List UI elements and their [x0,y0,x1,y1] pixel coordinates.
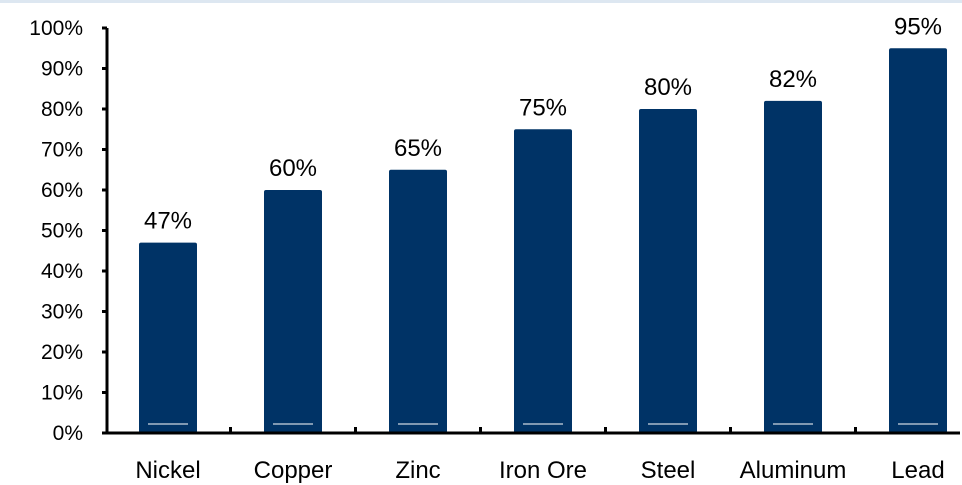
y-tick-label: 50% [41,220,83,243]
x-category-label: Aluminum [740,457,847,484]
y-tick-label: 80% [41,98,83,121]
y-tick-label: 70% [41,139,83,162]
x-category-label: Lead [891,457,944,484]
bar [389,169,447,433]
y-tick-label: 0% [53,422,83,445]
y-tick-label: 10% [41,382,83,405]
bar [264,190,322,433]
x-category-label: Iron Ore [499,457,587,484]
y-tick-label: 40% [41,260,83,283]
x-category-label: Zinc [395,457,440,484]
y-tick-label: 20% [41,341,83,364]
bar [639,109,697,433]
y-tick-label: 30% [41,301,83,324]
bar [764,100,822,434]
x-category-label: Steel [641,457,696,484]
y-tick-label: 60% [41,179,83,202]
data-label: 95% [894,13,942,40]
data-label: 47% [144,208,192,235]
x-category-label: Nickel [135,457,200,484]
data-label: 65% [394,135,442,162]
x-category-label: Copper [254,457,333,484]
bar [514,129,572,433]
y-tick-label: 90% [41,58,83,81]
y-tick-label: 100% [29,17,83,40]
data-label: 80% [644,74,692,101]
top-divider [0,0,962,3]
data-label: 82% [769,66,817,93]
data-label: 60% [269,155,317,182]
data-label: 75% [519,94,567,121]
bar [889,48,947,433]
bar [139,242,197,433]
